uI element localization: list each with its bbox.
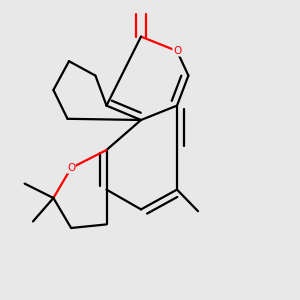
Text: O: O <box>67 163 75 173</box>
Text: O: O <box>173 46 181 56</box>
